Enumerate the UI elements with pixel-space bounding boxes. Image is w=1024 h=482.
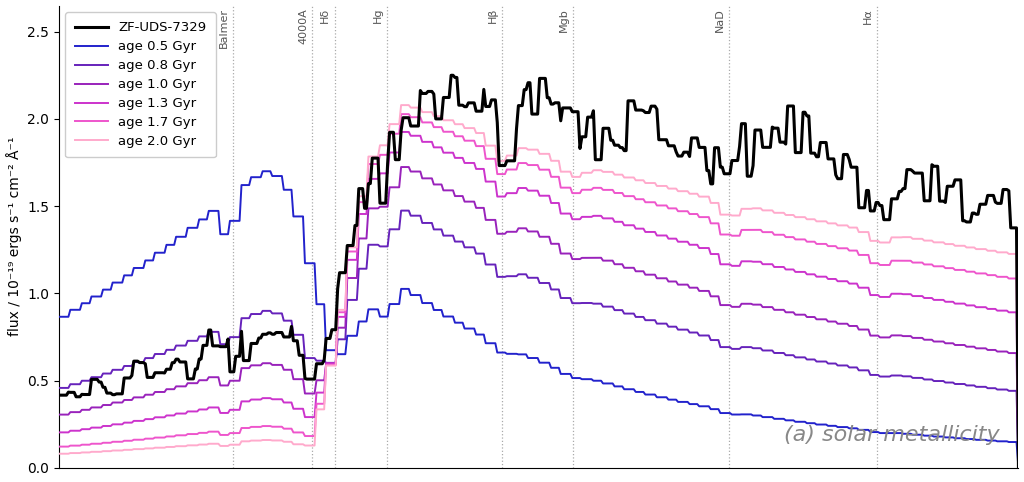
Text: (a) solar metallicity: (a) solar metallicity xyxy=(783,425,999,445)
Text: Hg: Hg xyxy=(373,8,383,23)
Text: Hδ: Hδ xyxy=(321,8,330,23)
Text: Mgb: Mgb xyxy=(558,8,568,32)
Text: NaD: NaD xyxy=(715,8,725,32)
Legend: ZF-UDS-7329, age 0.5 Gyr, age 0.8 Gyr, age 1.0 Gyr, age 1.3 Gyr, age 1.7 Gyr, ag: ZF-UDS-7329, age 0.5 Gyr, age 0.8 Gyr, a… xyxy=(66,12,215,157)
Text: Hβ: Hβ xyxy=(487,8,498,23)
Y-axis label: flux / 10⁻¹⁹ ergs s⁻¹ cm⁻² Å⁻¹: flux / 10⁻¹⁹ ergs s⁻¹ cm⁻² Å⁻¹ xyxy=(5,137,22,336)
Text: 4000A: 4000A xyxy=(298,8,308,43)
Text: Hα: Hα xyxy=(863,8,872,24)
Text: Balmer: Balmer xyxy=(219,8,228,48)
